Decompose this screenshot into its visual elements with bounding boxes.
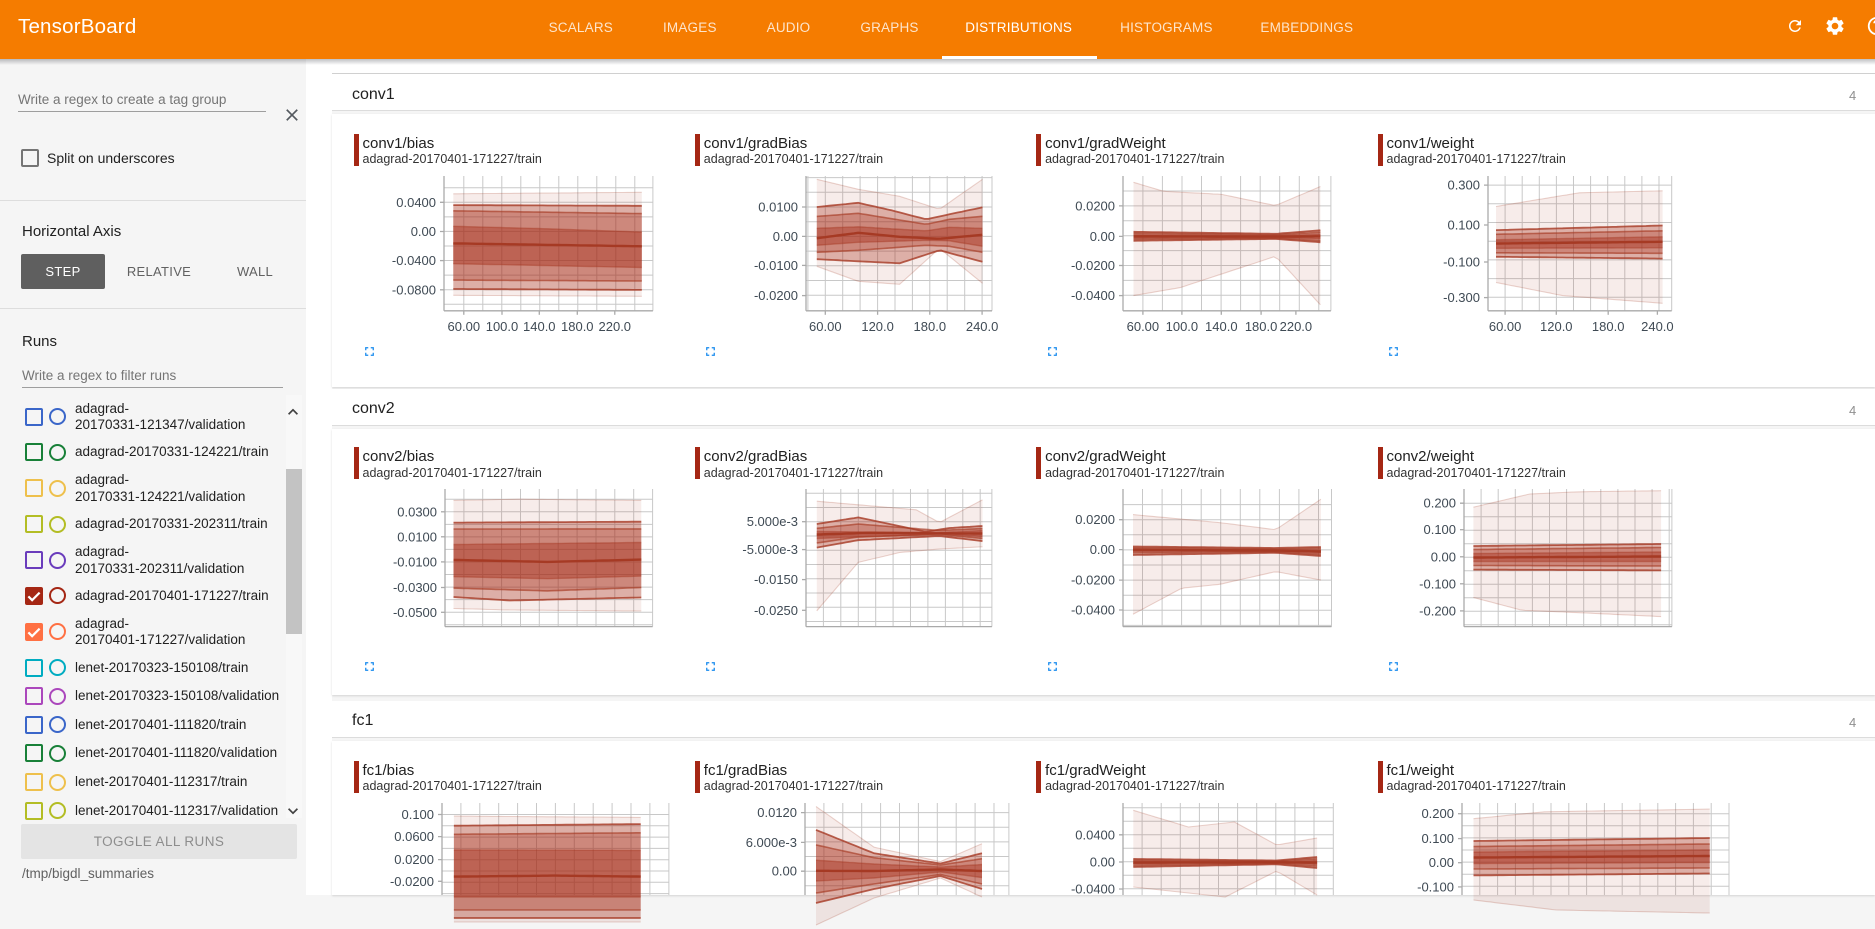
svg-text:0.00: 0.00 [1090,229,1115,244]
svg-text:-5.000e-3: -5.000e-3 [742,542,798,557]
svg-text:-0.100: -0.100 [1419,576,1456,591]
svg-text:100.0: 100.0 [1166,318,1199,333]
svg-text:220.0: 220.0 [1280,318,1312,333]
svg-text:-0.300: -0.300 [1443,290,1480,305]
svg-text:0.0300: 0.0300 [397,504,437,519]
svg-text:-0.0200: -0.0200 [753,288,797,303]
svg-text:0.0200: 0.0200 [1075,198,1115,213]
svg-text:180.0: 180.0 [913,318,946,333]
svg-text:-0.0150: -0.0150 [753,572,797,587]
svg-text:-0.100: -0.100 [1417,879,1454,894]
svg-text:0.100: 0.100 [1424,522,1457,537]
svg-text:140.0: 140.0 [1205,318,1237,333]
svg-text:-0.0200: -0.0200 [1071,573,1115,588]
svg-text:0.0120: 0.0120 [758,805,798,820]
svg-text:0.200: 0.200 [1421,806,1454,821]
svg-text:0.00: 0.00 [1428,855,1453,870]
svg-text:0.100: 0.100 [1448,217,1481,232]
svg-text:0.300: 0.300 [1448,177,1481,192]
svg-text:-0.0100: -0.0100 [753,258,797,273]
svg-text:-0.0200: -0.0200 [390,874,434,889]
svg-text:140.0: 140.0 [523,318,556,333]
svg-text:-0.0500: -0.0500 [393,605,437,620]
svg-text:180.0: 180.0 [561,318,594,333]
svg-text:-0.0400: -0.0400 [1071,288,1115,303]
svg-text:60.00: 60.00 [809,318,842,333]
svg-text:0.0100: 0.0100 [397,529,437,544]
svg-text:-0.0800: -0.0800 [392,282,436,297]
svg-text:60.00: 60.00 [447,318,479,333]
svg-text:0.00: 0.00 [1431,549,1456,564]
svg-text:-0.0100: -0.0100 [393,554,437,569]
svg-text:-0.0400: -0.0400 [392,253,436,268]
svg-text:0.0200: 0.0200 [394,852,434,867]
svg-text:0.0100: 0.0100 [758,199,798,214]
svg-text:180.0: 180.0 [1592,318,1625,333]
svg-text:120.0: 120.0 [861,318,893,333]
svg-text:0.200: 0.200 [1424,496,1457,511]
svg-text:220.0: 220.0 [598,318,631,333]
svg-text:-0.0300: -0.0300 [393,580,437,595]
svg-text:0.00: 0.00 [410,224,435,239]
svg-text:100.0: 100.0 [485,318,518,333]
svg-text:60.00: 60.00 [1127,318,1160,333]
svg-text:0.100: 0.100 [1421,831,1454,846]
svg-text:0.0400: 0.0400 [1075,827,1115,842]
svg-text:0.00: 0.00 [1089,854,1114,869]
svg-text:0.100: 0.100 [401,807,434,822]
svg-text:-0.0250: -0.0250 [753,603,797,618]
svg-text:-0.100: -0.100 [1443,254,1480,269]
svg-text:0.00: 0.00 [772,864,797,879]
svg-text:5.000e-3: 5.000e-3 [746,514,797,529]
svg-text:180.0: 180.0 [1245,318,1277,333]
svg-text:0.0400: 0.0400 [396,194,436,209]
svg-text:60.00: 60.00 [1489,318,1522,333]
svg-text:-0.0400: -0.0400 [1071,881,1115,896]
svg-text:-0.0200: -0.0200 [1071,258,1115,273]
svg-text:0.00: 0.00 [1090,542,1115,557]
svg-text:0.00: 0.00 [772,229,797,244]
svg-text:0.0200: 0.0200 [1075,512,1115,527]
svg-text:240.0: 240.0 [1641,318,1674,333]
svg-text:0.0600: 0.0600 [394,829,434,844]
svg-text:-0.200: -0.200 [1419,603,1456,618]
svg-text:-0.0400: -0.0400 [1071,602,1115,617]
svg-text:6.000e-3: 6.000e-3 [746,835,797,850]
svg-text:240.0: 240.0 [965,318,998,333]
svg-text:120.0: 120.0 [1540,318,1573,333]
